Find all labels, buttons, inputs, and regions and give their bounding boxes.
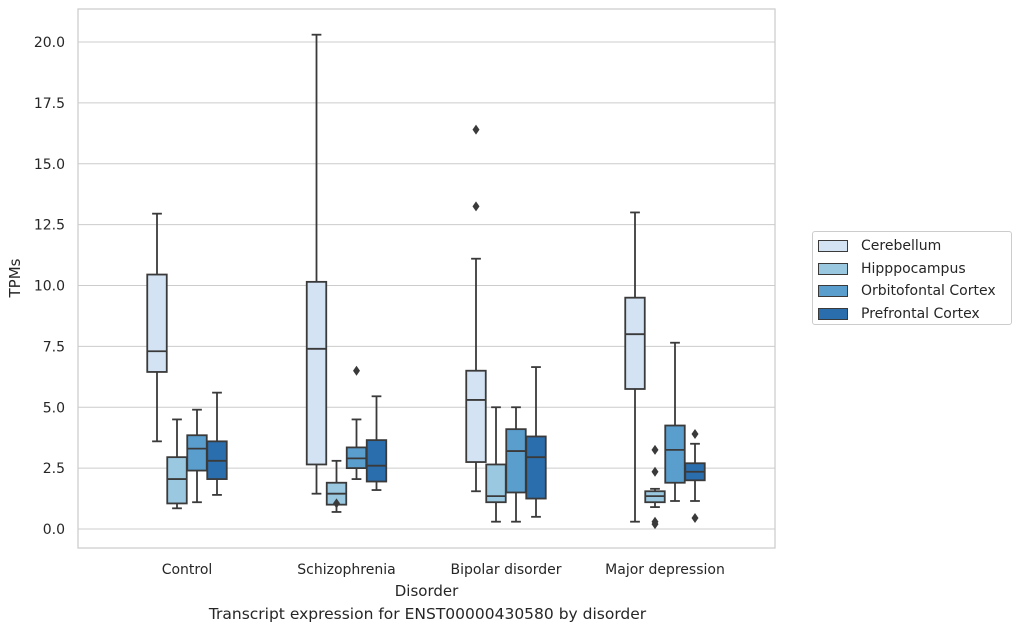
box-1-1 [325, 459, 348, 513]
box-1-0 [166, 418, 188, 510]
box-iqr [505, 428, 527, 494]
outlier-point [472, 201, 480, 212]
y-tick-label: 2.5 [43, 461, 65, 477]
box-1-3 [644, 444, 666, 530]
box-iqr [624, 296, 646, 390]
outlier-point [333, 498, 340, 509]
box-2-1 [345, 365, 368, 480]
plot-boxes [146, 33, 706, 530]
legend-label: Cerebellum [861, 238, 942, 255]
box-iqr [166, 456, 188, 505]
y-tick-labels: 0.0 2.5 5.0 7.5 10.0 12.5 15.0 17.5 20.0 [34, 35, 65, 538]
x-tick-label: Schizophrenia [297, 562, 395, 578]
box-2-3 [664, 341, 686, 502]
y-tick-label: 20.0 [34, 35, 65, 51]
box-0-3 [624, 211, 646, 523]
x-tick-label: Bipolar disorder [450, 562, 561, 578]
y-tick-label: 17.5 [34, 96, 65, 112]
box-1-2 [485, 406, 507, 523]
y-tick-label: 7.5 [43, 339, 65, 355]
legend-swatch [818, 240, 848, 253]
y-tick-label: 15.0 [34, 157, 65, 173]
legend-item-orbitofrontal: Orbitofontal Cortex [818, 280, 1011, 303]
legend-swatch [818, 307, 848, 320]
box-0-2 [465, 124, 487, 493]
legend-item-cerebellum: Cerebellum [818, 235, 1011, 258]
box-3-1 [365, 395, 388, 491]
outlier-point [651, 516, 659, 527]
outlier-point [651, 444, 659, 455]
box-3-0 [206, 391, 228, 496]
legend: Cerebellum Hipppocampus Orbitofontal Cor… [812, 231, 1012, 325]
y-tick-label: 12.5 [34, 218, 65, 234]
box-0-1 [305, 33, 328, 495]
box-iqr [365, 439, 388, 483]
legend-swatch [818, 285, 848, 298]
box-iqr [146, 273, 168, 373]
box-iqr [525, 435, 547, 500]
box-iqr [305, 280, 328, 466]
box-3-2 [525, 366, 547, 518]
box-0-0 [146, 212, 168, 443]
box-2-0 [186, 408, 208, 504]
outlier-point [691, 513, 699, 524]
legend-label: Prefrontal Cortex [861, 305, 980, 322]
x-tick-label: Control [162, 562, 213, 578]
legend-label: Orbitofontal Cortex [861, 283, 996, 300]
box-iqr [465, 369, 487, 463]
legend-label: Hipppocampus [861, 260, 966, 277]
box-iqr [664, 424, 686, 484]
box-iqr [186, 434, 208, 472]
x-tick-labels: Control Schizophrenia Bipolar disorder Majo… [162, 562, 725, 578]
outlier-point [353, 365, 360, 376]
legend-item-hippocampus: Hipppocampus [818, 258, 1011, 281]
outlier-point [472, 124, 480, 135]
outlier-point [691, 429, 699, 440]
plot-frame [77, 8, 776, 549]
box-3-3 [684, 429, 706, 524]
box-2-2 [505, 406, 527, 523]
legend-swatch [818, 262, 848, 275]
y-tick-label: 10.0 [34, 279, 65, 295]
x-axis-title: Disorder [395, 582, 459, 600]
y-tick-label: 5.0 [43, 400, 65, 416]
chart-title: Transcript expression for ENST0000043058… [208, 605, 647, 623]
y-axis-title: TPMs [6, 258, 24, 298]
legend-item-prefrontal: Prefrontal Cortex [818, 303, 1011, 326]
y-tick-label: 0.0 [43, 522, 65, 538]
x-tick-label: Major depression [605, 562, 725, 578]
outlier-point [651, 466, 659, 477]
